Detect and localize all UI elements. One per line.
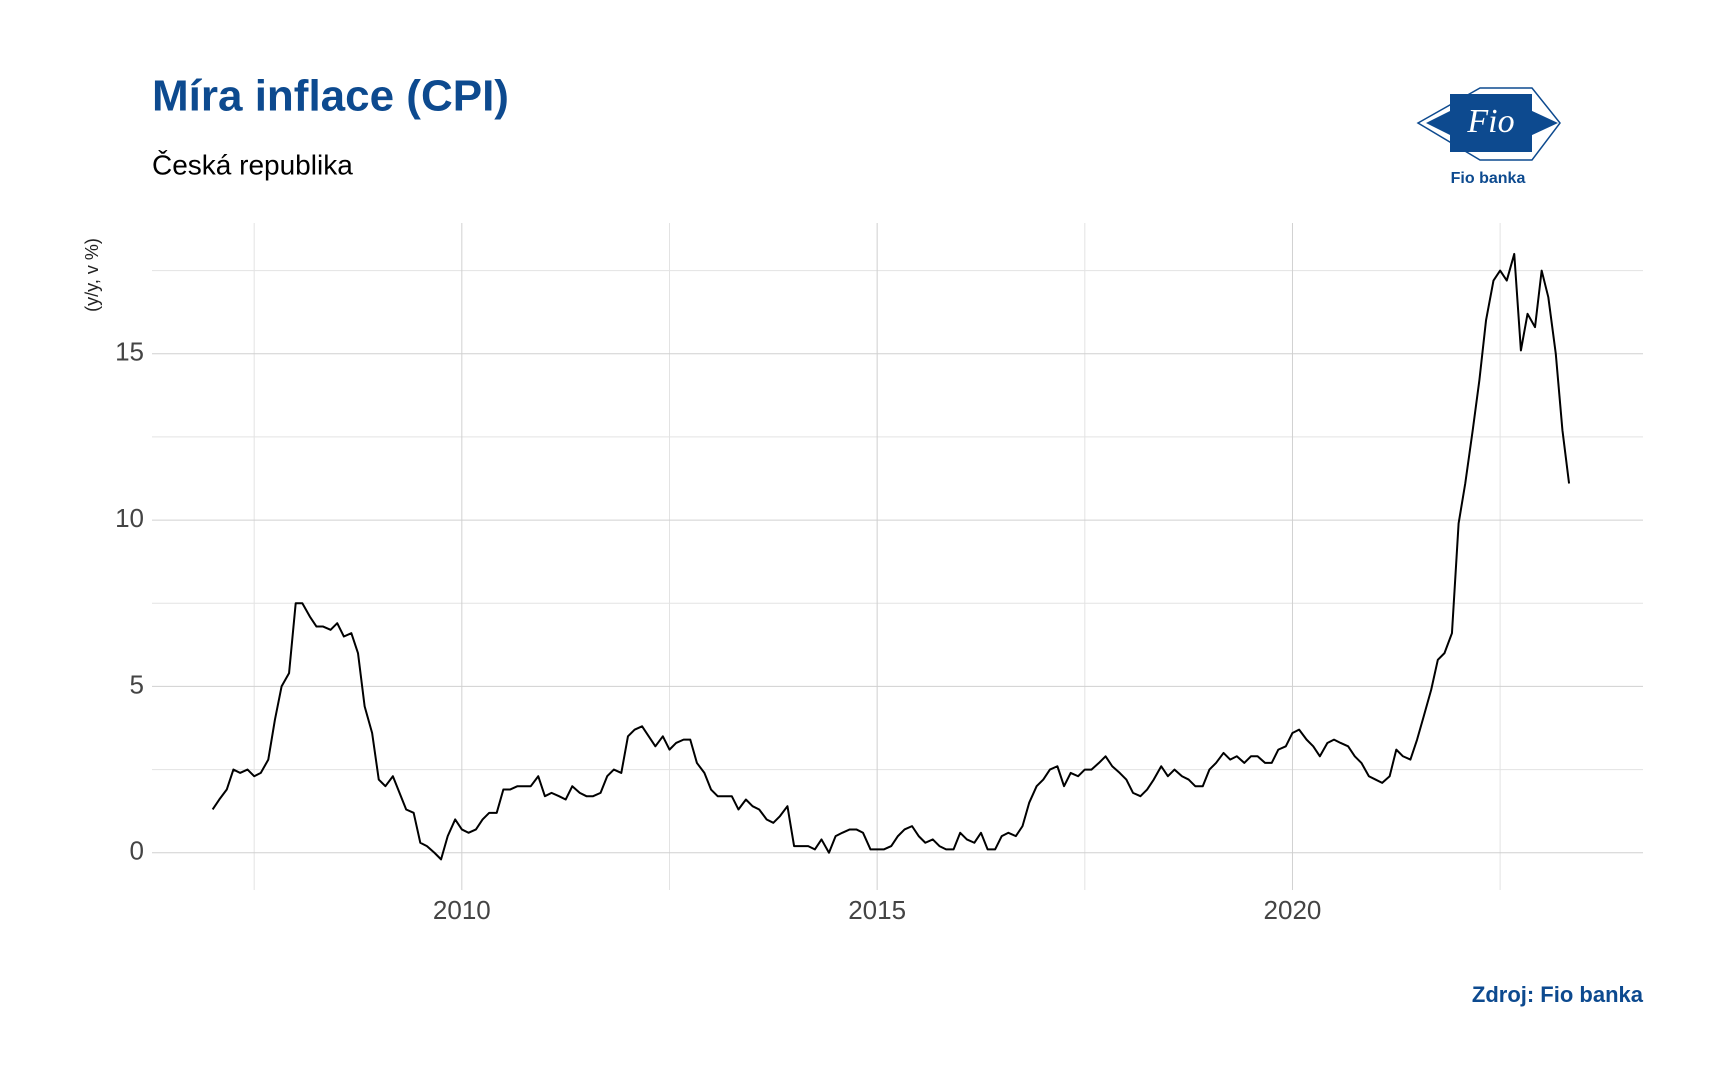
y-tick-label: 0 [130,836,144,866]
logo-right-tip [1530,110,1558,136]
chart-title: Míra inflace (CPI) [152,72,509,121]
logo-mark: Fio [1466,103,1514,140]
y-tick-label: 5 [130,669,144,699]
source-note: Zdroj: Fio banka [1472,982,1644,1007]
x-tick-label: 2020 [1264,895,1322,925]
logo-square [1450,94,1532,152]
data-line [211,252,1571,861]
x-tick-label: 2010 [433,895,491,925]
y-tick-label: 15 [115,337,144,367]
logo-left-tip [1426,110,1452,136]
logo-name: Fio banka [1451,170,1526,187]
y-axis-label: (y/y, v %) [82,238,102,312]
y-tick-label: 10 [115,503,144,533]
logo: Fio Fio banka [1416,87,1561,187]
x-tick-label: 2015 [848,895,906,925]
chart-subtitle: Česká republika [152,149,353,180]
